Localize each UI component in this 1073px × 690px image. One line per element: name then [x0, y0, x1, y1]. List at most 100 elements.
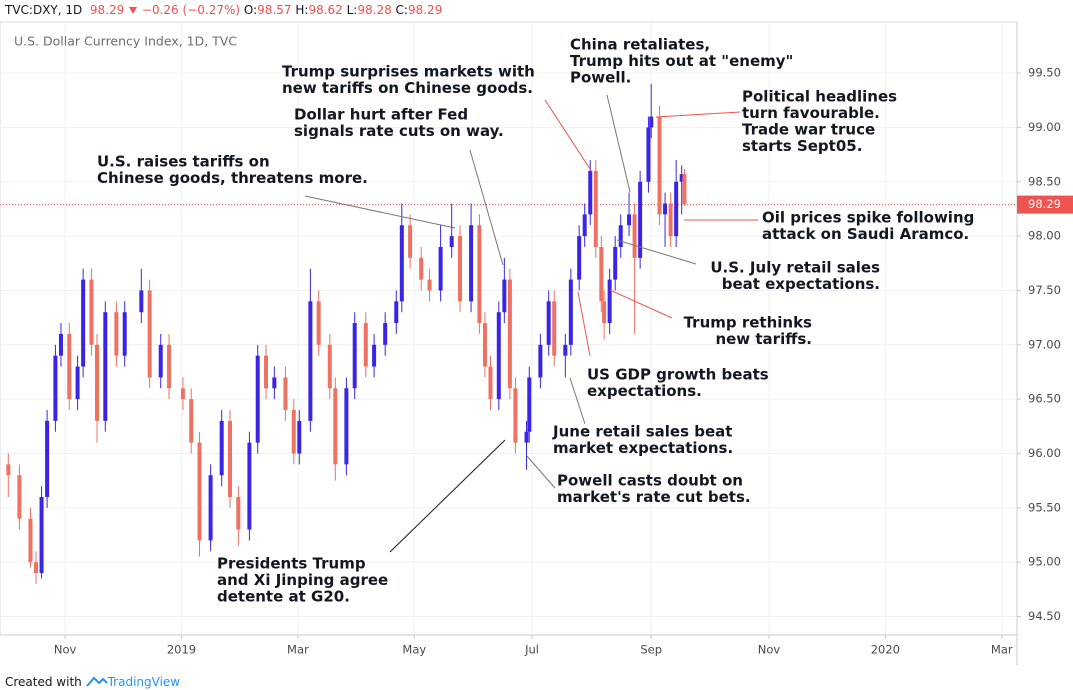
annotation-pointer	[569, 377, 586, 425]
ohlc-label: O:	[243, 3, 258, 17]
candle-body	[333, 388, 338, 465]
candle-body	[502, 279, 507, 313]
annotation-text: Chinese goods, threatens more.	[97, 169, 368, 187]
candle-body	[582, 214, 587, 237]
candle-body	[613, 246, 618, 280]
candle-body	[618, 225, 623, 247]
x-tick-label: 2019	[167, 643, 196, 657]
candle-body	[75, 366, 80, 400]
annotation-text: beat expectations.	[722, 275, 880, 293]
candle-body	[394, 301, 399, 324]
candle-body	[477, 225, 482, 324]
ohlc-value: 98.29	[407, 3, 443, 17]
last-price-label: 98.29	[1028, 197, 1061, 211]
candle-body	[17, 475, 22, 519]
candle-body	[247, 442, 252, 530]
candle-body	[527, 377, 532, 432]
candle-body	[682, 174, 687, 205]
candle-body	[372, 344, 377, 367]
candle-body	[383, 323, 388, 345]
candle-body	[272, 377, 277, 389]
ohlc-label: H:	[295, 3, 309, 17]
candle-body	[316, 301, 321, 345]
header: TVC:DXY, 1D 98.29 −0.26 (−0.27%) O:98.57…	[5, 3, 442, 17]
x-tick-label: Nov	[54, 643, 77, 657]
annotation-text: attack on Saudi Aramco.	[762, 225, 969, 243]
candle-body	[496, 312, 501, 400]
candle-body	[568, 279, 573, 345]
annotation-text: expectations.	[587, 382, 702, 400]
x-tick-label: May	[402, 643, 426, 657]
candle-body	[114, 312, 119, 356]
y-tick-label: 95.50	[1028, 500, 1061, 514]
y-tick-label: 94.50	[1028, 609, 1061, 623]
annotation-text: Trump surprises markets with	[282, 63, 535, 81]
change: −0.26 (−0.27%)	[141, 3, 241, 17]
x-tick-label: Mar	[991, 643, 1013, 657]
annotation-text: Presidents Trump	[217, 555, 366, 573]
candle-body	[627, 214, 632, 226]
candle-body	[67, 333, 72, 400]
candle-body	[507, 279, 512, 389]
candle-body	[552, 301, 557, 356]
candle-body	[327, 344, 332, 389]
candle-body	[219, 420, 224, 476]
candle-body	[255, 355, 260, 443]
candle-body	[89, 279, 94, 345]
candle-body	[189, 399, 194, 443]
annotation-text: new tariffs on Chinese goods.	[282, 79, 533, 97]
candle-body	[180, 388, 185, 400]
annotation-text: Powell.	[570, 69, 631, 87]
x-tick-label: Jul	[524, 643, 539, 657]
candle-body	[58, 333, 63, 356]
candle-body	[638, 181, 643, 258]
annotation-text: turn favourable.	[742, 104, 880, 122]
ohlc: O:98.57 H:98.62 L:98.28 C:98.29	[244, 3, 442, 17]
candle-body	[607, 279, 612, 324]
annotation-text: Powell casts doubt on	[557, 472, 743, 490]
annotation-text: new tariffs.	[715, 330, 812, 348]
y-tick-label: 98.50	[1028, 174, 1061, 188]
annotation-text: U.S. July retail sales	[710, 259, 880, 277]
annotation-pointer	[577, 291, 591, 357]
candle-body	[679, 174, 684, 182]
annotation-text: Dollar hurt after Fed	[294, 106, 468, 124]
candle-body	[45, 420, 50, 497]
candle-body	[538, 344, 543, 378]
annotation-text: China retaliates,	[570, 36, 710, 54]
y-tick-label: 96.00	[1028, 446, 1061, 460]
x-tick-label: Mar	[287, 643, 309, 657]
candle-body	[352, 323, 357, 389]
candle-body	[513, 388, 518, 443]
annotation-pointer	[609, 289, 673, 319]
annotation-text: Trade war truce	[742, 121, 875, 139]
annotation-pointer	[616, 239, 697, 265]
candle-body	[449, 236, 454, 247]
candle-body	[122, 312, 127, 356]
annotation-text: market expectations.	[553, 439, 733, 457]
annotation-pointer	[389, 439, 506, 553]
annotation-text: starts Sept05.	[742, 137, 862, 155]
y-tick-label: 98.00	[1028, 229, 1061, 243]
candle-body	[399, 225, 404, 302]
candle-body	[53, 355, 58, 421]
candle-body	[158, 344, 163, 378]
candle-body	[546, 301, 551, 345]
candle-body	[657, 116, 662, 215]
annotation-text: US GDP growth beats	[587, 366, 769, 384]
y-tick-label: 99.00	[1028, 120, 1061, 134]
candle-body	[297, 420, 302, 454]
annotation-pointer	[304, 195, 456, 229]
candle-body	[438, 246, 443, 291]
candle-body	[6, 464, 11, 476]
annotation-text: detente at G20.	[217, 588, 350, 606]
ohlc-label: L:	[346, 3, 358, 17]
ohlc-value: 98.62	[308, 3, 343, 17]
candle-body	[208, 475, 213, 541]
annotation-pointer	[525, 454, 556, 489]
candle-body	[283, 377, 288, 411]
ohlc-value: 98.57	[257, 3, 292, 17]
candle-body	[663, 203, 668, 215]
annotation-pointer	[606, 94, 631, 193]
